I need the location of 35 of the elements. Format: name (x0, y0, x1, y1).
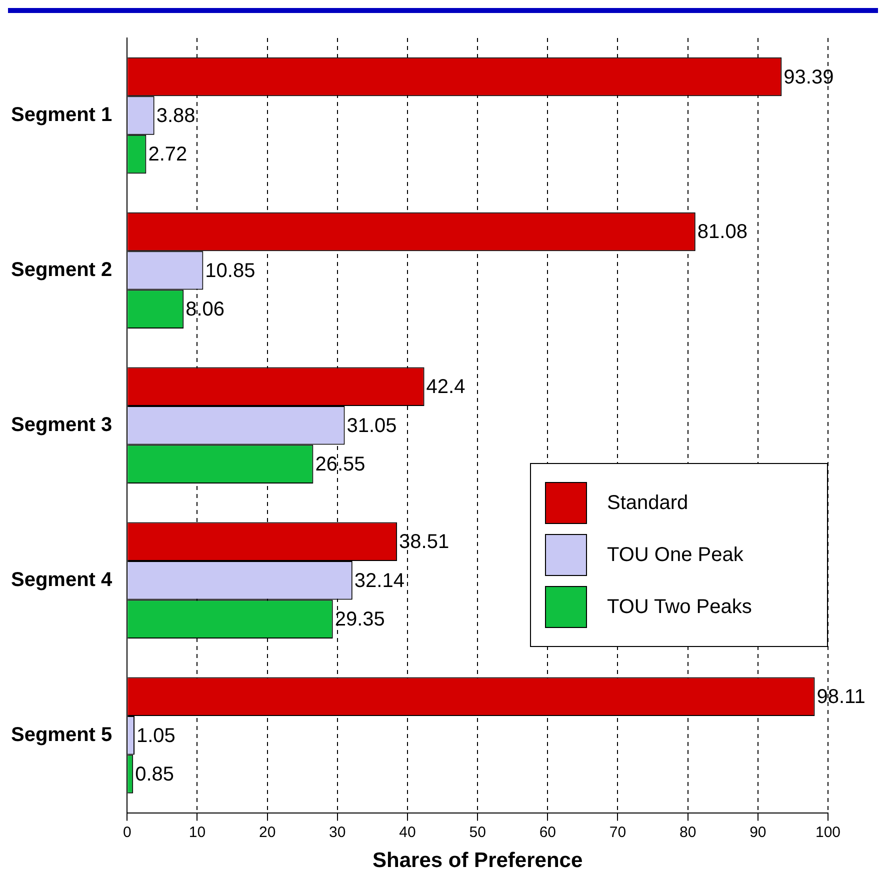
x-tick-label: 20 (258, 824, 276, 841)
data-label: 32.14 (354, 570, 404, 592)
x-tick-label: 10 (188, 824, 206, 841)
data-label: 8.06 (186, 298, 225, 321)
x-tick-label: 30 (329, 824, 346, 841)
x-tick-label: 60 (539, 824, 556, 841)
data-label: 38.51 (399, 531, 450, 554)
legend-label: Standard (607, 492, 688, 514)
y-tick-label: Segment 4 (10, 568, 114, 591)
y-tick-label: Segment 3 (10, 414, 112, 436)
data-label: 42.4 (426, 376, 466, 398)
data-label: 2.72 (148, 144, 188, 166)
data-label: 29.35 (334, 608, 385, 631)
data-label: 93.39 (784, 66, 834, 88)
data-label: 31.05 (346, 414, 397, 437)
x-tick-label: 50 (469, 824, 486, 841)
legend-label: TOU Two Peaks (607, 596, 752, 618)
legend-label: TOU One Peak (607, 544, 744, 566)
x-tick-label: 80 (679, 824, 696, 841)
x-tick-label: 100 (815, 824, 841, 841)
data-label: 1.05 (136, 724, 176, 747)
data-label: 98.11 (816, 686, 866, 708)
y-tick-label: Segment 5 (10, 724, 112, 746)
y-tick-label: Segment 1 (10, 104, 112, 126)
data-label: 0.85 (135, 764, 174, 786)
x-tick-label: 90 (750, 824, 766, 841)
data-label: 10.85 (205, 260, 256, 282)
x-axis-title: Shares of Preference (372, 849, 583, 872)
x-tick-label: 0 (122, 824, 132, 841)
y-tick-label: Segment 2 (10, 258, 112, 281)
data-label: 26.55 (315, 454, 366, 476)
x-tick-label: 70 (609, 824, 626, 841)
data-label: 3.88 (156, 104, 196, 127)
data-label: 81.08 (697, 221, 748, 244)
x-tick-label: 40 (399, 824, 416, 841)
